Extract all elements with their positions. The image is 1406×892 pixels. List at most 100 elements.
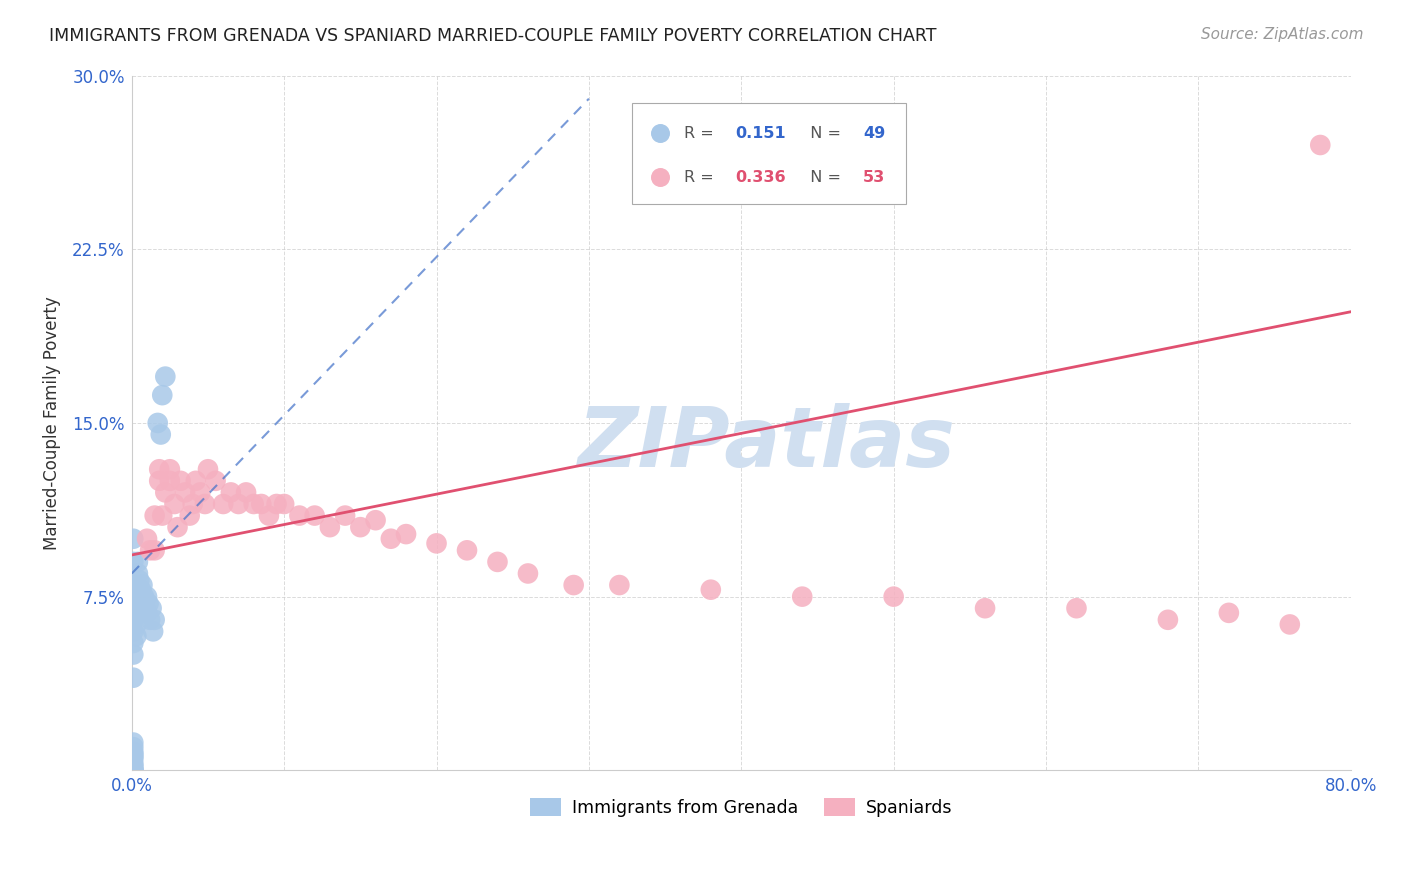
Point bbox=[148, 474, 170, 488]
Point bbox=[150, 508, 173, 523]
Point bbox=[122, 740, 145, 755]
Point bbox=[125, 597, 148, 611]
Point bbox=[204, 474, 226, 488]
Point bbox=[181, 497, 204, 511]
Point bbox=[122, 624, 145, 639]
Point bbox=[257, 508, 280, 523]
Point bbox=[380, 532, 402, 546]
Point bbox=[122, 764, 145, 778]
Point bbox=[883, 590, 905, 604]
Point bbox=[127, 555, 149, 569]
Point bbox=[304, 508, 326, 523]
Point bbox=[1278, 617, 1301, 632]
Point bbox=[219, 485, 242, 500]
Point bbox=[138, 597, 160, 611]
Point bbox=[125, 617, 148, 632]
Point bbox=[139, 613, 162, 627]
Point bbox=[139, 543, 162, 558]
Point bbox=[242, 497, 264, 511]
Point bbox=[700, 582, 723, 597]
Text: N =: N = bbox=[800, 169, 846, 185]
Point bbox=[122, 761, 145, 775]
Point bbox=[142, 624, 165, 639]
Point bbox=[122, 764, 145, 778]
Point bbox=[131, 597, 153, 611]
Point bbox=[212, 497, 235, 511]
Point bbox=[122, 555, 145, 569]
Point bbox=[166, 520, 188, 534]
Point bbox=[190, 485, 212, 500]
Point bbox=[136, 590, 159, 604]
Legend: Immigrants from Grenada, Spaniards: Immigrants from Grenada, Spaniards bbox=[523, 791, 959, 824]
Point bbox=[792, 590, 814, 604]
Point bbox=[122, 613, 145, 627]
Point bbox=[609, 578, 631, 592]
Point bbox=[174, 485, 197, 500]
Point bbox=[127, 582, 149, 597]
Point bbox=[1309, 138, 1331, 153]
Point bbox=[319, 520, 342, 534]
Point bbox=[122, 636, 145, 650]
Point bbox=[456, 543, 478, 558]
Point bbox=[266, 497, 288, 511]
Point bbox=[149, 427, 172, 442]
Text: 49: 49 bbox=[863, 126, 886, 141]
Point bbox=[125, 606, 148, 620]
Point bbox=[169, 474, 191, 488]
Point bbox=[125, 578, 148, 592]
Point bbox=[395, 527, 418, 541]
Point bbox=[159, 474, 181, 488]
Point bbox=[122, 578, 145, 592]
Text: 53: 53 bbox=[863, 169, 886, 185]
Point bbox=[1218, 606, 1240, 620]
Point bbox=[122, 532, 145, 546]
Point bbox=[163, 497, 186, 511]
Point bbox=[155, 485, 177, 500]
Point bbox=[159, 462, 181, 476]
Point bbox=[974, 601, 997, 615]
Point bbox=[122, 758, 145, 772]
Point bbox=[146, 416, 169, 430]
Point bbox=[194, 497, 217, 511]
Point bbox=[122, 749, 145, 764]
Point bbox=[562, 578, 585, 592]
Point bbox=[127, 566, 149, 581]
Point bbox=[122, 752, 145, 766]
Point bbox=[273, 497, 295, 511]
Point bbox=[197, 462, 219, 476]
Point bbox=[150, 388, 173, 402]
Text: ZIPatlas: ZIPatlas bbox=[576, 403, 955, 484]
Point bbox=[134, 601, 156, 615]
Point bbox=[184, 474, 207, 488]
Text: 0.151: 0.151 bbox=[735, 126, 786, 141]
Point bbox=[141, 601, 163, 615]
Point bbox=[155, 369, 177, 384]
Point bbox=[122, 648, 145, 662]
Point bbox=[122, 601, 145, 615]
Point bbox=[131, 578, 153, 592]
Point bbox=[1066, 601, 1088, 615]
Text: IMMIGRANTS FROM GRENADA VS SPANIARD MARRIED-COUPLE FAMILY POVERTY CORRELATION CH: IMMIGRANTS FROM GRENADA VS SPANIARD MARR… bbox=[49, 27, 936, 45]
FancyBboxPatch shape bbox=[631, 103, 905, 204]
Point bbox=[129, 601, 152, 615]
Point bbox=[122, 756, 145, 771]
Point bbox=[136, 606, 159, 620]
Point bbox=[349, 520, 371, 534]
Text: R =: R = bbox=[683, 126, 718, 141]
Point bbox=[228, 497, 250, 511]
Text: R =: R = bbox=[683, 169, 718, 185]
Point bbox=[128, 574, 150, 588]
Text: N =: N = bbox=[800, 126, 846, 141]
Text: 0.336: 0.336 bbox=[735, 169, 786, 185]
Point bbox=[148, 462, 170, 476]
Point bbox=[143, 508, 166, 523]
Point bbox=[235, 485, 257, 500]
Point bbox=[122, 671, 145, 685]
Point bbox=[333, 508, 356, 523]
Point bbox=[136, 532, 159, 546]
Point bbox=[517, 566, 540, 581]
Point bbox=[486, 555, 509, 569]
Y-axis label: Married-Couple Family Poverty: Married-Couple Family Poverty bbox=[44, 296, 60, 549]
Point bbox=[364, 513, 387, 527]
Point bbox=[179, 508, 201, 523]
